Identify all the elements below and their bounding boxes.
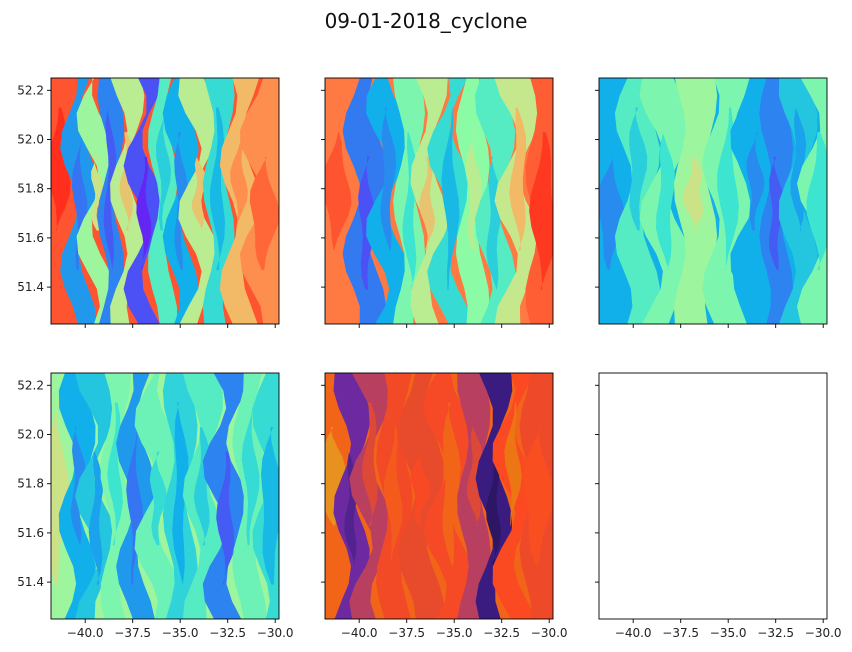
contour-band (178, 78, 221, 324)
contour-lobe (384, 427, 403, 565)
contour-band (366, 78, 411, 324)
figure-title: 09-01-2018_cyclone (325, 9, 528, 33)
x-tick-label: −40.0 (615, 626, 652, 640)
x-tick-label: −30.0 (805, 626, 842, 640)
panel-background (599, 373, 827, 619)
x-tick-label: −35.0 (162, 626, 199, 640)
contour-lobe (529, 132, 553, 290)
contour-lobe (509, 107, 527, 251)
contour-lobe (149, 451, 167, 546)
contour-lobe (241, 402, 260, 546)
contour-lobe (261, 427, 279, 585)
contour-lobe (486, 451, 501, 565)
contour-field (325, 78, 553, 324)
x-tick-label: −37.5 (114, 626, 151, 640)
contour-lobe (191, 156, 207, 231)
contour-lobe (769, 156, 785, 270)
x-tick-label: −40.0 (341, 626, 378, 640)
contour-lobe (230, 132, 248, 231)
y-tick-label: 51.4 (17, 280, 44, 294)
contour-lobe (599, 156, 626, 270)
contour-lobe (466, 427, 483, 526)
contour-lobe (410, 451, 431, 526)
y-tick-label: 51.6 (17, 526, 44, 540)
contour-band (239, 78, 279, 324)
x-tick-label: −40.0 (67, 626, 104, 640)
contour-lobe (51, 402, 70, 585)
axes-frame (324, 372, 554, 620)
contour-field (599, 78, 827, 324)
contour-lobe (441, 107, 460, 290)
y-tick-label: 52.2 (17, 83, 44, 97)
contour-lobe (103, 107, 117, 270)
contour-lobe (746, 132, 765, 231)
contour-lobe (136, 156, 152, 270)
y-tick-label: 51.4 (17, 575, 44, 589)
contour-lobe (419, 156, 435, 251)
contour-lobe (380, 107, 397, 251)
contour-lobe (325, 132, 352, 251)
axes-frame (324, 77, 554, 325)
y-tick-label: 51.8 (17, 182, 44, 196)
contour-lobe (325, 427, 346, 526)
panel-r1c2 (321, 77, 554, 328)
contour-lobe (88, 451, 103, 585)
x-tick-label: −30.0 (531, 626, 568, 640)
contour-field (51, 373, 279, 619)
panel-r1c3 (595, 77, 828, 328)
y-tick-label: 52.2 (17, 378, 44, 392)
contour-lobe (172, 402, 189, 585)
contour-lobe (126, 427, 144, 585)
contour-field (325, 373, 553, 619)
y-tick-label: 52.0 (17, 133, 44, 147)
contour-lobe (249, 156, 279, 270)
contour-field (51, 78, 279, 324)
x-tick-label: −32.5 (483, 626, 520, 640)
contour-lobe (91, 156, 104, 231)
contour-lobe (156, 107, 171, 231)
contour-lobe (442, 402, 461, 565)
axes-frame (50, 77, 280, 325)
x-tick-label: −35.0 (710, 626, 747, 640)
panel-r2c2: −40.0 −37.5 −35.0 −32.5 −30.0 (321, 372, 568, 640)
panel-r1c1: 51.4 51.6 51.8 52.0 52.2 (17, 77, 280, 328)
contour-lobe (71, 132, 88, 270)
axes-frame (598, 372, 828, 620)
contour-lobe (216, 451, 235, 585)
contour-lobe (504, 402, 522, 526)
contour-lobe (806, 132, 827, 270)
contour-lobe (465, 132, 483, 251)
y-tick-label: 51.8 (17, 477, 44, 491)
contour-lobe (362, 402, 378, 526)
axes-frame (598, 77, 828, 325)
contour-lobe (210, 107, 225, 270)
contour-lobe (524, 427, 553, 565)
x-tick-label: −30.0 (257, 626, 294, 640)
axes-frame (50, 372, 280, 620)
contour-lobe (682, 156, 704, 231)
contour-lobe (717, 107, 739, 270)
x-tick-label: −32.5 (209, 626, 246, 640)
x-tick-label: −37.5 (388, 626, 425, 640)
panel-r2c3: −40.0 −37.5 −35.0 −32.5 −30.0 (595, 372, 842, 640)
y-tick-label: 51.6 (17, 231, 44, 245)
x-tick-label: −35.0 (436, 626, 473, 640)
x-tick-label: −32.5 (757, 626, 794, 640)
y-tick-label: 52.0 (17, 428, 44, 442)
contour-lobe (51, 107, 71, 231)
x-tick-label: −37.5 (662, 626, 699, 640)
contour-lobe (656, 132, 675, 270)
panel-r2c1: −40.0 −37.5 −35.0 −32.5 −30.0 51.4 51.6 51.8 52.… (17, 372, 294, 640)
contour-lobe (629, 107, 648, 231)
